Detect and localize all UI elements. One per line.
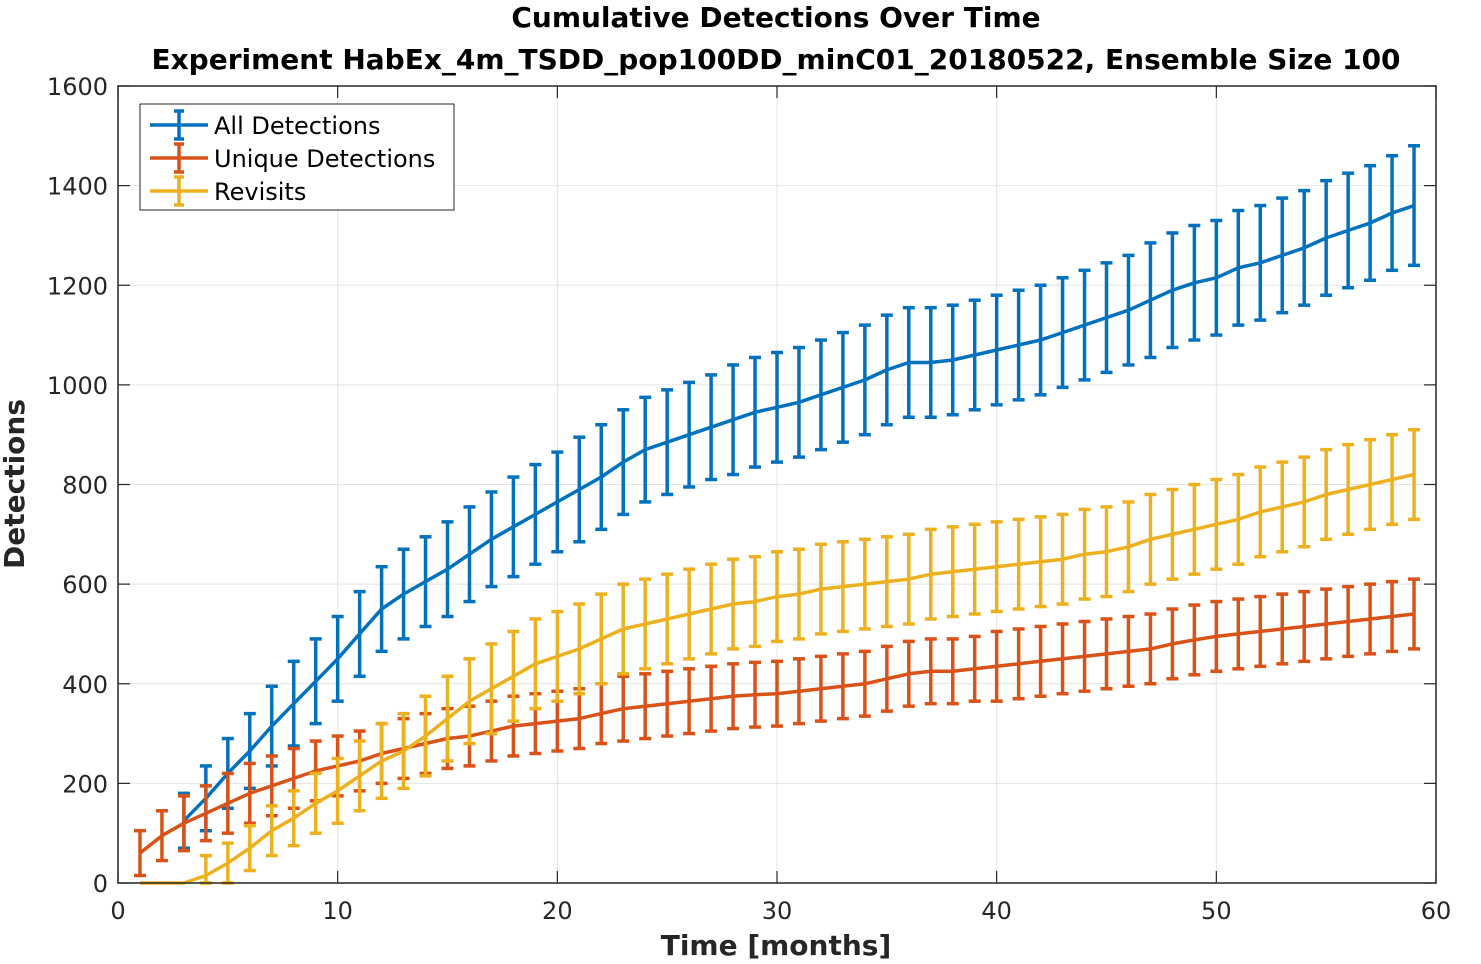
legend-label: Revisits xyxy=(214,178,306,206)
y-tick-label: 600 xyxy=(62,571,108,599)
legend-label: All Detections xyxy=(214,112,380,140)
legend-item: Unique Detections xyxy=(150,142,435,174)
series-line xyxy=(182,203,1415,822)
series-line xyxy=(138,612,1415,855)
x-tick-label: 0 xyxy=(110,897,125,925)
error-bar xyxy=(1408,144,1421,268)
y-tick-label: 1200 xyxy=(47,272,108,300)
y-tick-label: 800 xyxy=(62,472,108,500)
chart-title: Cumulative Detections Over Time xyxy=(511,1,1040,34)
axis-ticks: 0 10 20 30 40 50 60020040060080010001200140016… xyxy=(47,73,1451,925)
x-axis-label: Time [months] xyxy=(661,929,892,962)
x-tick-label: 10 xyxy=(322,897,353,925)
y-tick-label: 0 xyxy=(93,870,108,898)
legend-item: All Detections xyxy=(150,109,380,141)
series-line xyxy=(140,472,1415,885)
legend-label: Unique Detections xyxy=(214,145,435,173)
y-tick-label: 400 xyxy=(62,671,108,699)
x-tick-label: 40 xyxy=(981,897,1012,925)
error-bar xyxy=(133,828,146,878)
series-revisits xyxy=(140,427,1421,885)
series-all-detections xyxy=(177,144,1421,850)
error-bar xyxy=(1408,577,1421,651)
x-tick-label: 20 xyxy=(542,897,573,925)
x-tick-label: 50 xyxy=(1201,897,1232,925)
y-axis-label: Detections xyxy=(0,399,31,569)
x-tick-label: 60 xyxy=(1421,897,1452,925)
series-group xyxy=(133,144,1421,885)
x-tick-label: 30 xyxy=(762,897,793,925)
chart-subtitle: Experiment HabEx_4m_TSDD_pop100DD_minC01… xyxy=(151,43,1400,76)
y-tick-label: 200 xyxy=(62,770,108,798)
legend: All Detections Unique Detections Revisits xyxy=(139,103,455,211)
y-tick-label: 1000 xyxy=(47,372,108,400)
legend-item: Revisits xyxy=(150,175,306,207)
y-tick-label: 1600 xyxy=(47,73,108,101)
y-tick-label: 1400 xyxy=(47,173,108,201)
error-bar xyxy=(1408,427,1421,522)
